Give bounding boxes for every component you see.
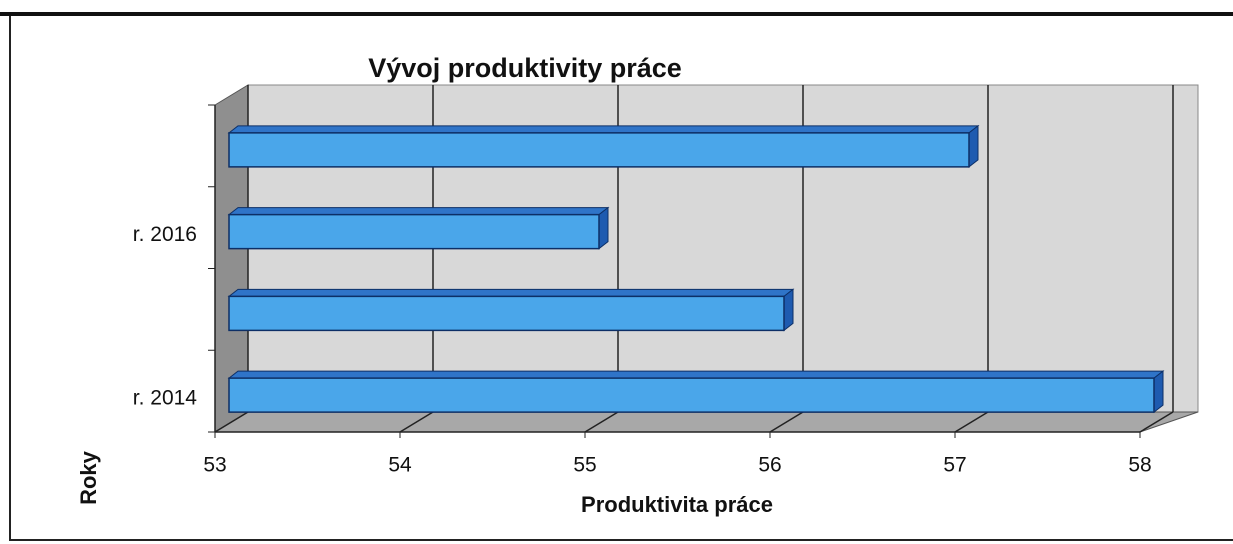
bar-end (598, 206, 609, 250)
chart-title: Vývoj produktivity práce (368, 53, 682, 83)
bar (227, 370, 1165, 414)
bar-front (228, 132, 970, 168)
bar-front (228, 295, 785, 332)
floor-grid-line (584, 411, 619, 433)
bar (227, 124, 980, 168)
plot-area: 53 54 55 56 57 58 r. 2014 r. 2016 (133, 84, 1199, 477)
bar-top (227, 207, 610, 216)
bar-end (783, 288, 794, 332)
floor (213, 411, 1199, 433)
floor-grid-line (399, 411, 434, 433)
floor-grid-line (954, 411, 989, 433)
x-tick-label: 56 (758, 454, 781, 477)
bar-top (227, 288, 795, 297)
y-tick-label: r. 2016 (133, 223, 197, 246)
x-tick-label: 53 (203, 454, 226, 477)
bar-end (1153, 370, 1164, 414)
x-tick-label: 54 (388, 454, 412, 477)
y-axis-label: Roky (76, 450, 101, 505)
x-axis-label: Produktivita práce (581, 492, 773, 517)
bar-front (228, 213, 600, 250)
x-tick-label: 55 (573, 454, 596, 477)
x-tick-label: 58 (1128, 454, 1151, 477)
floor-grid-line (769, 411, 804, 433)
x-tick-label: 57 (943, 454, 966, 477)
bar (227, 288, 795, 332)
bar-front (228, 377, 1155, 413)
bar-top (227, 125, 980, 134)
floor-grid-line (1139, 411, 1174, 433)
y-tick-label: r. 2014 (133, 387, 198, 410)
floor-grid-line (214, 411, 249, 433)
bar (227, 206, 610, 250)
bar-end (968, 124, 979, 168)
bar-top (227, 370, 1165, 379)
